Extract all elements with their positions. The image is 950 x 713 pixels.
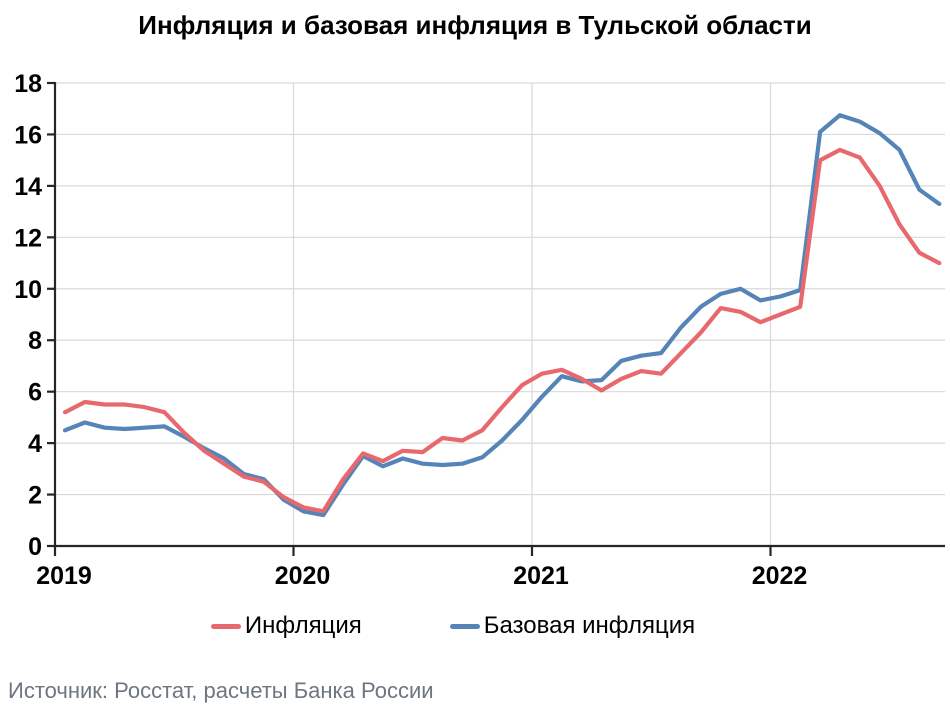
x-tick-label-2019: 2019 <box>36 562 92 590</box>
y-tick-label-0: 0 <box>28 533 42 561</box>
y-tick-label-16: 16 <box>14 121 42 149</box>
legend-item-core-inflation: Базовая инфляция <box>449 612 696 640</box>
y-tick-label-18: 18 <box>14 70 42 98</box>
chart-title: Инфляция и базовая инфляция в Тульской о… <box>138 10 812 40</box>
inflation-line-swatch <box>210 623 241 629</box>
core-inflation-line-swatch <box>449 623 480 629</box>
inflation-chart: 0 2 4 6 8 10 12 14 16 18 2019 2020 2021 2022 <box>14 70 945 590</box>
y-tick-label-14: 14 <box>14 173 42 201</box>
x-tick-label-2022: 2022 <box>752 562 808 590</box>
y-tick-label-2: 2 <box>28 482 42 510</box>
series-inflation-line <box>62 147 942 514</box>
legend-label-inflation: Инфляция <box>244 612 362 639</box>
x-tick-label-2020: 2020 <box>275 562 331 590</box>
x-tick-label-2021: 2021 <box>513 562 569 590</box>
y-tick-label-4: 4 <box>28 430 42 458</box>
y-tick-label-8: 8 <box>28 327 42 355</box>
legend-item-inflation: Инфляция <box>210 612 362 640</box>
y-tick-label-6: 6 <box>28 379 42 407</box>
series-core-inflation-line <box>62 113 942 518</box>
source-note: Источник: Росстат, расчеты Банка России <box>8 678 434 703</box>
chart-legend: Инфляция Базовая инфляция <box>0 612 928 640</box>
y-tick-label-10: 10 <box>14 276 42 304</box>
legend-label-core-inflation: Базовая инфляция <box>483 612 696 639</box>
y-tick-label-12: 12 <box>14 224 42 252</box>
